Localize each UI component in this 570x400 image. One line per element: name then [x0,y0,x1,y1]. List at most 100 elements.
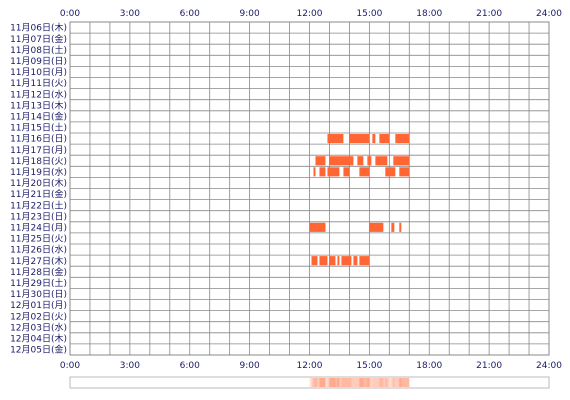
activity-bar [313,167,316,177]
activity-bar [315,156,326,166]
summary-segment [341,378,352,387]
summary-segment [372,378,376,387]
row-label: 11月13日(木) [10,99,67,111]
summary-segment [379,378,390,387]
activity-bar [379,134,390,144]
summary-segment [337,378,340,387]
summary-segment [369,378,384,387]
summary-strip [69,376,550,389]
row-label: 11月27日(木) [10,255,67,267]
summary-segment [367,378,372,387]
activity-bar [343,167,350,177]
bottom-tick-label: 24:00 [536,361,562,371]
summary-segment [359,378,370,387]
top-tick-label: 12:00 [297,9,323,19]
summary-segment [349,378,370,387]
activity-bar [327,134,344,144]
activity-bar [329,156,354,166]
summary-segment [313,378,316,387]
activity-bar [337,256,340,266]
bottom-tick-label: 0:00 [60,361,80,371]
bottom-tick-label: 18:00 [416,361,442,371]
top-tick-label: 6:00 [180,9,200,19]
bottom-tick-label: 21:00 [476,361,502,371]
activity-bar [367,156,372,166]
summary-segment [329,378,336,387]
row-label: 11月28日(金) [10,266,67,278]
activity-bar [385,167,396,177]
summary-segment [353,378,358,387]
summary-segment [357,378,364,387]
summary-segment [395,378,410,387]
top-tick-label: 15:00 [356,9,382,19]
bottom-tick-label: 3:00 [120,361,140,371]
activity-bar [399,222,402,232]
activity-bar [341,256,352,266]
summary-segment [327,378,340,387]
summary-segment [391,378,395,387]
row-label: 11月25日(火) [10,234,67,245]
activity-bar [319,167,326,177]
row-label: 11月11日(火) [10,78,67,89]
row-label: 11月09日(日) [10,56,67,67]
bottom-tick-label: 9:00 [240,361,260,371]
summary-segment [319,378,326,387]
row-label: 11月08日(土) [10,44,67,56]
top-tick-label: 21:00 [476,9,502,19]
summary-segment [359,378,370,387]
row-label: 11月10日(月) [10,67,67,78]
top-tick-label: 3:00 [120,9,140,19]
row-label: 11月19日(水) [10,166,67,178]
activity-bar [372,134,376,144]
row-label: 11月17日(月) [10,145,67,156]
row-label: 11月21日(金) [10,188,67,200]
top-tick-label: 9:00 [240,9,260,19]
row-label: 11月12日(水) [10,88,67,100]
activity-bar [359,167,370,177]
activity-bar [399,167,410,177]
row-label: 12月04日(木) [10,332,67,344]
row-label: 11月24日(月) [10,222,67,233]
row-label: 11月22日(土) [10,199,67,211]
activity-bar [393,156,410,166]
row-label: 11月07日(金) [10,33,67,45]
summary-segment [393,378,410,387]
activity-bar [391,222,395,232]
row-label: 11月14日(金) [10,110,67,122]
summary-segment [319,378,328,387]
activity-bar [369,222,384,232]
summary-segment [309,378,326,387]
summary-segment [375,378,388,387]
summary-segment [311,378,318,387]
top-tick-label: 18:00 [416,9,442,19]
summary-segment [343,378,350,387]
activity-bar [357,156,364,166]
row-label: 12月02日(火) [10,311,67,322]
activity-bar [349,134,370,144]
activity-bar [319,256,328,266]
row-label: 11月06日(木) [10,22,67,34]
summary-segment [329,378,354,387]
summary-segment [315,378,326,387]
summary-segment [399,378,402,387]
row-label: 12月03日(水) [10,321,67,333]
row-label: 12月05日(金) [10,344,67,356]
row-label: 12月01日(月) [10,300,67,311]
activity-bar [353,256,358,266]
summary-segment [399,378,410,387]
activity-bar [327,167,340,177]
row-label: 11月15日(土) [10,122,67,134]
activity-bar [395,134,410,144]
bottom-tick-label: 6:00 [180,361,200,371]
activity-bar [309,222,326,232]
activity-bar [329,256,336,266]
summary-segment [327,378,344,387]
summary-segment [385,378,396,387]
top-tick-label: 0:00 [60,9,80,19]
row-label: 11月26日(水) [10,244,67,256]
activity-bar [359,256,370,266]
bottom-tick-label: 15:00 [356,361,382,371]
row-label: 11月20日(木) [10,177,67,189]
row-label: 11月30日(日) [10,289,67,300]
